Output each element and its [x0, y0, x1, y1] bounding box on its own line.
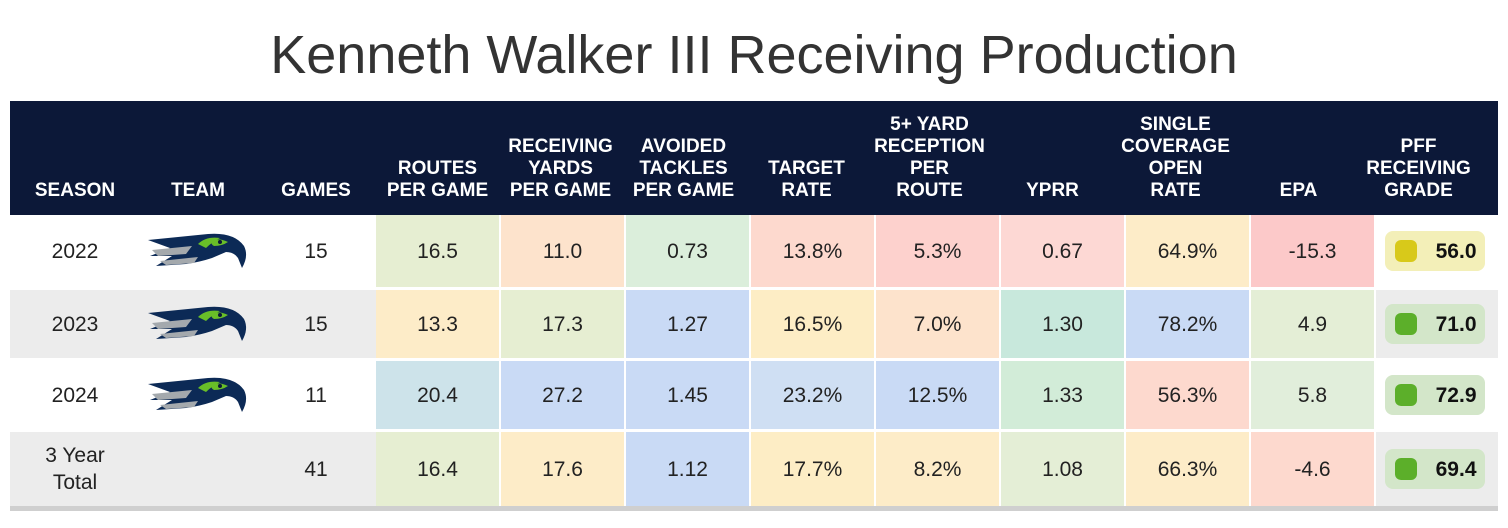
column-header: ROUTES PER GAME — [386, 158, 489, 201]
receiving-table: SEASON TEAM GAMES ROUTES PER GAME RECEIVING … — [10, 101, 1498, 511]
table-row: 3 Year Total 41 16.4 17.6 1.12 17.7% 8.2% 1.08 6… — [10, 432, 1498, 511]
stat-cell: 13.3 — [376, 290, 501, 358]
stat-cell: 1.33 — [1001, 361, 1126, 429]
season-cell: 2022 — [51, 239, 99, 263]
seahawks-logo-icon — [148, 233, 247, 268]
stat-cell: 1.27 — [626, 290, 751, 358]
grade-value: 72.9 — [1435, 383, 1477, 407]
table-row: 2022 15 16.5 11.0 0.73 13.8% 5.3% 0.67 64.9% -15.… — [10, 215, 1498, 290]
games-cell: 11 — [305, 383, 327, 407]
stat-cell: 1.12 — [626, 432, 751, 506]
stat-cell: 17.7% — [751, 432, 876, 506]
column-header: SEASON — [34, 180, 116, 201]
stat-cell: 66.3% — [1126, 432, 1251, 506]
grade-value: 69.4 — [1435, 457, 1477, 481]
stat-cell: 16.4 — [376, 432, 501, 506]
column-header: TEAM — [171, 180, 225, 201]
team-cell — [140, 290, 256, 358]
games-cell: 15 — [304, 239, 328, 263]
column-header: TARGET RATE — [768, 158, 845, 201]
grade-badge: 69.4 — [1384, 449, 1485, 489]
team-cell — [140, 361, 256, 429]
grade-value: 56.0 — [1435, 239, 1477, 263]
grade-badge: 72.9 — [1384, 375, 1485, 415]
grade-color-icon — [1394, 458, 1417, 480]
column-header: GAMES — [281, 180, 351, 201]
season-cell: 2023 — [51, 312, 99, 336]
stat-cell: 27.2 — [501, 361, 626, 429]
column-header: PFF RECEIVING GRADE — [1366, 136, 1471, 201]
team-cell — [140, 215, 256, 287]
stat-cell: 16.5% — [751, 290, 876, 358]
stat-cell: 1.30 — [1001, 290, 1126, 358]
column-header: 5+ YARD RECEPTION PER ROUTE — [874, 114, 985, 201]
column-header: AVOIDED TACKLES PER GAME — [632, 136, 735, 201]
stat-cell: 0.73 — [626, 215, 751, 287]
table-body: 2022 15 16.5 11.0 0.73 13.8% 5.3% 0.67 64.9% -15.… — [10, 215, 1498, 511]
seahawks-logo-icon — [148, 377, 247, 412]
stat-cell: 13.8% — [751, 215, 876, 287]
stat-cell: 8.2% — [876, 432, 1001, 506]
stat-cell: 11.0 — [501, 215, 626, 287]
stat-cell: 56.3% — [1126, 361, 1251, 429]
team-cell — [140, 432, 256, 506]
stat-cell: 17.6 — [501, 432, 626, 506]
stat-cell: 23.2% — [751, 361, 876, 429]
grade-cell: 56.0 — [1381, 215, 1488, 287]
grade-color-icon — [1394, 313, 1417, 335]
grade-cell: 71.0 — [1381, 290, 1488, 358]
stat-cell: 4.9 — [1251, 290, 1376, 358]
column-header: EPA — [1279, 180, 1318, 201]
stat-cell: 0.67 — [1001, 215, 1126, 287]
stat-cell: 1.08 — [1001, 432, 1126, 506]
stat-cell: -4.6 — [1251, 432, 1376, 506]
table-row: 2024 11 20.4 27.2 1.45 23.2% 12.5% 1.33 56.3% 5.8… — [10, 361, 1498, 432]
table-header: SEASON TEAM GAMES ROUTES PER GAME RECEIVING … — [10, 101, 1498, 215]
stat-cell: 1.45 — [626, 361, 751, 429]
season-cell: 3 Year Total — [45, 444, 105, 494]
grade-value: 71.0 — [1435, 312, 1477, 336]
column-header: SINGLE COVERAGE OPEN RATE — [1121, 114, 1230, 201]
stat-cell: 5.8 — [1251, 361, 1376, 429]
column-header: YPRR — [1026, 180, 1079, 201]
games-cell: 41 — [304, 457, 328, 481]
grade-badge: 71.0 — [1384, 304, 1485, 344]
grade-badge: 56.0 — [1384, 231, 1485, 271]
games-cell: 15 — [304, 312, 328, 336]
grade-color-icon — [1394, 240, 1417, 262]
table-row: 2023 15 13.3 17.3 1.27 16.5% 7.0% 1.30 78.2% 4.9 7… — [10, 290, 1498, 361]
stat-cell: 64.9% — [1126, 215, 1251, 287]
seahawks-logo-icon — [148, 306, 247, 341]
column-header: RECEIVING YARDS PER GAME — [508, 136, 613, 201]
season-cell: 2024 — [51, 383, 99, 407]
stat-cell: -15.3 — [1251, 215, 1376, 287]
grade-cell: 69.4 — [1381, 432, 1488, 506]
chart-title: Kenneth Walker III Receiving Production — [270, 25, 1238, 85]
stat-cell: 12.5% — [876, 361, 1001, 429]
stat-cell: 20.4 — [376, 361, 501, 429]
stat-cell: 17.3 — [501, 290, 626, 358]
stat-cell: 7.0% — [876, 290, 1001, 358]
grade-cell: 72.9 — [1381, 361, 1488, 429]
stat-cell: 5.3% — [876, 215, 1001, 287]
stat-cell: 78.2% — [1126, 290, 1251, 358]
grade-color-icon — [1394, 384, 1417, 406]
stat-cell: 16.5 — [376, 215, 501, 287]
